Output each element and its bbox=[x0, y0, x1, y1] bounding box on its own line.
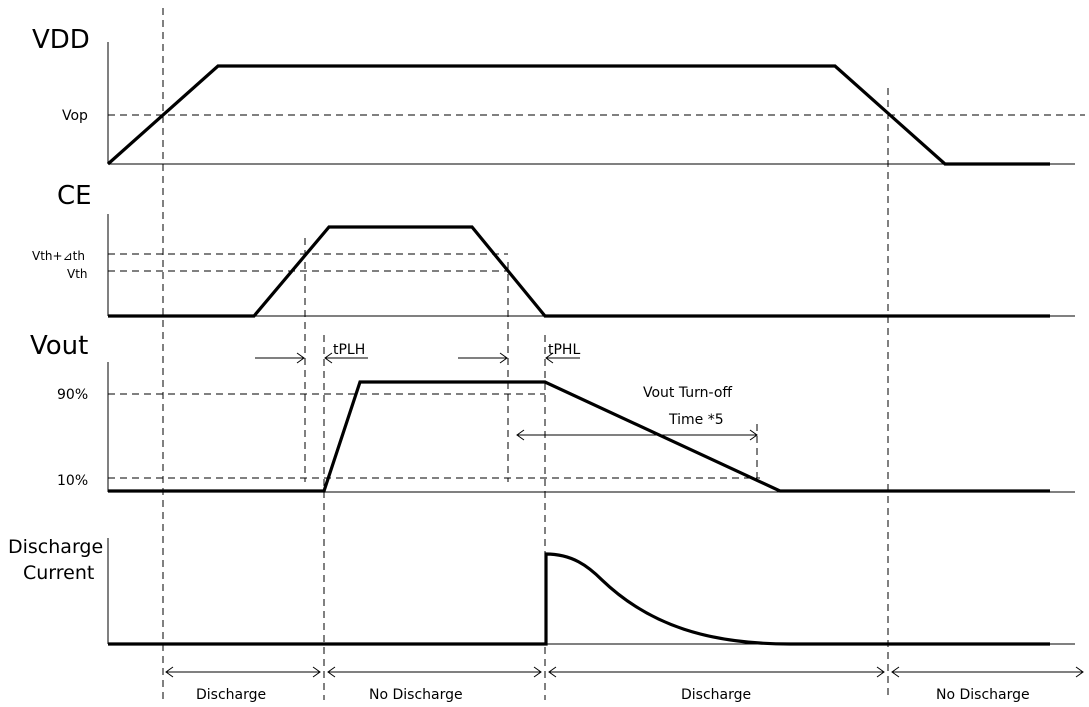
vth-level-label: Vth bbox=[67, 267, 88, 281]
vout-10pct-label: 10% bbox=[57, 473, 88, 489]
vdd-label: VDD bbox=[32, 25, 90, 55]
turnoff-label-line1: Vout Turn-off bbox=[643, 385, 732, 401]
phase-1-label: Discharge bbox=[196, 687, 266, 703]
vop-level-label: Vop bbox=[62, 108, 88, 124]
vdd-waveform bbox=[106, 64, 1050, 166]
turnoff-label-line2: Time *5 bbox=[668, 412, 724, 428]
ce-waveform bbox=[108, 225, 1050, 318]
timing-arrows bbox=[255, 352, 758, 441]
tphl-label: tPHL bbox=[548, 342, 580, 358]
vout-waveform bbox=[108, 380, 1050, 493]
vout-90pct-label: 90% bbox=[57, 387, 88, 403]
tplh-label: tPLH bbox=[333, 342, 365, 358]
phase-3-label: Discharge bbox=[681, 687, 751, 703]
phase-4-label: No Discharge bbox=[936, 687, 1030, 703]
threshold-guides bbox=[108, 114, 1085, 479]
phase-2-label: No Discharge bbox=[369, 687, 463, 703]
event-guides bbox=[162, 8, 889, 700]
discharge-current-waveform bbox=[108, 552, 1050, 646]
discharge-current-label-line2: Current bbox=[23, 562, 94, 584]
ce-label: CE bbox=[57, 181, 92, 211]
discharge-current-label-line1: Discharge bbox=[8, 536, 103, 558]
vth-hyst-level-label: Vth+⊿th bbox=[32, 249, 85, 263]
phase-arrows bbox=[165, 666, 1084, 678]
axes bbox=[107, 42, 1075, 645]
vout-label: Vout bbox=[30, 331, 88, 361]
